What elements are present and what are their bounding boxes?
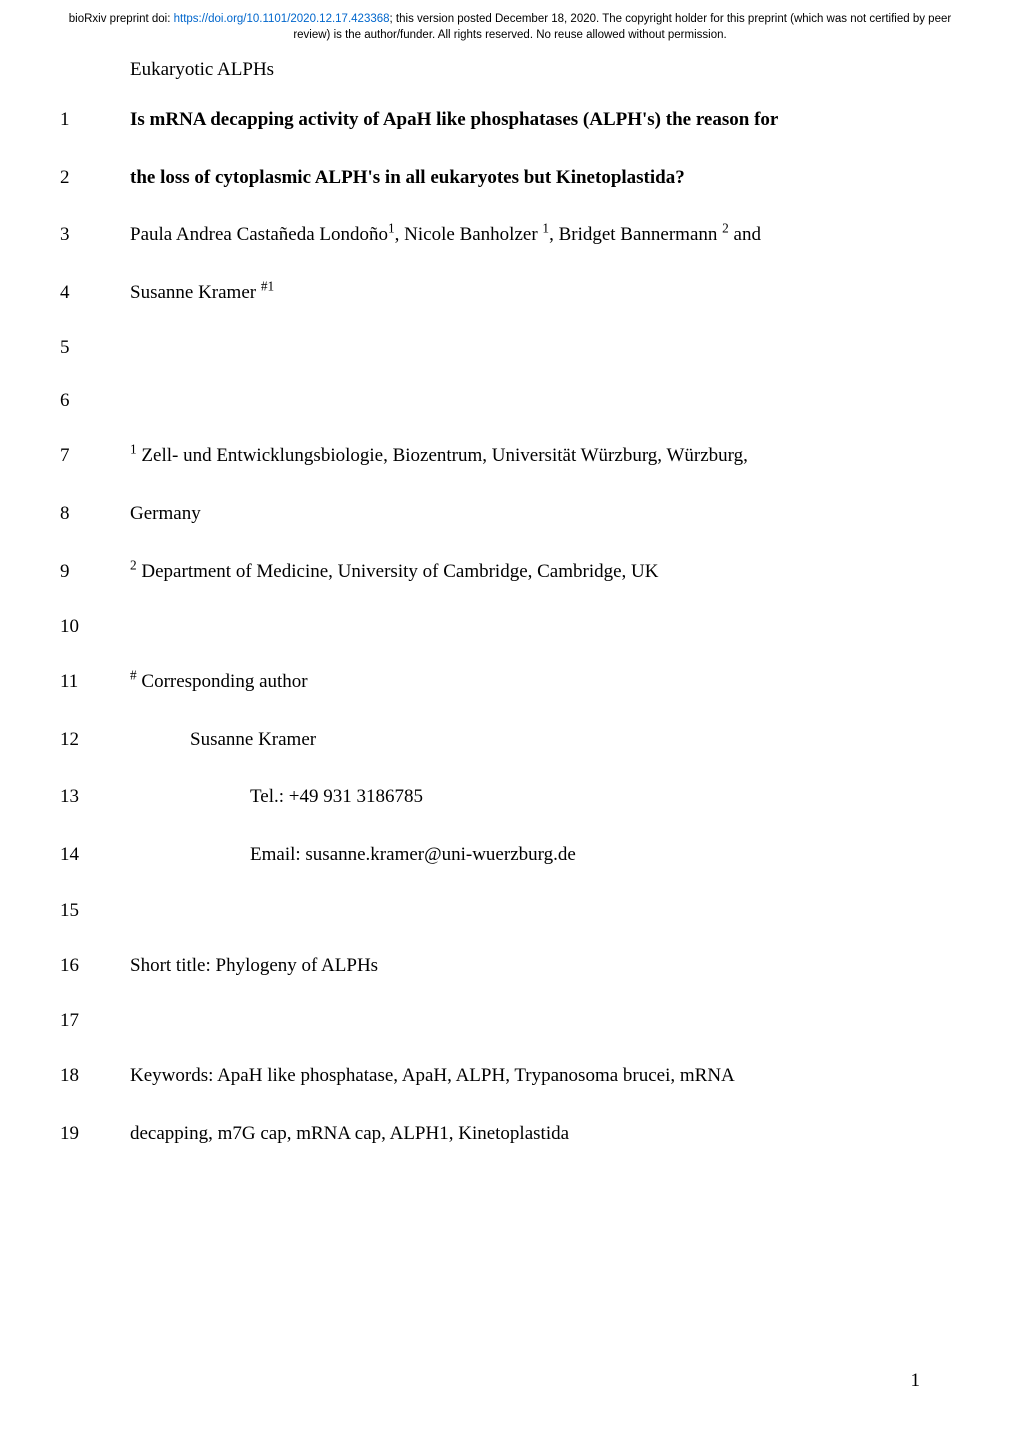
manuscript-line: 11# Corresponding author [60,669,920,696]
preprint-suffix: ; this version posted December 18, 2020.… [293,13,951,41]
line-number: 6 [60,390,130,412]
line-content: Keywords: ApaH like phosphatase, ApaH, A… [130,1063,920,1090]
line-content: 1 Zell- und Entwicklungsbiologie, Biozen… [130,443,920,470]
manuscript-line: 10 [60,616,920,638]
doi-link[interactable]: https://doi.org/10.1101/2020.12.17.42336… [174,13,390,25]
manuscript-line: 3Paula Andrea Castañeda Londoño1, Nicole… [60,222,920,249]
line-content: Paula Andrea Castañeda Londoño1, Nicole … [130,222,920,249]
line-number: 17 [60,1010,130,1032]
manuscript-line: 18Keywords: ApaH like phosphatase, ApaH,… [60,1063,920,1090]
line-content: Email: susanne.kramer@uni-wuerzburg.de [130,842,920,869]
line-content: Susanne Kramer [130,727,920,754]
manuscript-line: 4Susanne Kramer #1 [60,280,920,307]
line-number: 3 [60,224,130,246]
line-content: Germany [130,501,920,528]
line-content: Is mRNA decapping activity of ApaH like … [130,107,920,134]
preprint-notice: bioRxiv preprint doi: https://doi.org/10… [0,0,1020,51]
line-content: # Corresponding author [130,669,920,696]
line-number: 19 [60,1123,130,1145]
manuscript-line: 6 [60,390,920,412]
line-number: 18 [60,1065,130,1087]
line-content: Susanne Kramer #1 [130,280,920,307]
line-content: decapping, m7G cap, mRNA cap, ALPH1, Kin… [130,1121,920,1148]
line-number: 2 [60,167,130,189]
manuscript-line: 17 [60,1010,920,1032]
manuscript-body: 1Is mRNA decapping activity of ApaH like… [0,89,1020,1147]
manuscript-line: 19decapping, m7G cap, mRNA cap, ALPH1, K… [60,1121,920,1148]
line-number: 9 [60,561,130,583]
preprint-prefix: bioRxiv preprint doi: [69,13,174,25]
line-content: Tel.: +49 931 3186785 [130,784,920,811]
manuscript-line: 92 Department of Medicine, University of… [60,559,920,586]
line-number: 1 [60,109,130,131]
manuscript-line: 12Susanne Kramer [60,727,920,754]
line-number: 10 [60,616,130,638]
line-number: 8 [60,503,130,525]
manuscript-line: 15 [60,900,920,922]
line-number: 12 [60,729,130,751]
line-number: 13 [60,786,130,808]
line-number: 14 [60,844,130,866]
line-number: 5 [60,337,130,359]
manuscript-line: 16Short title: Phylogeny of ALPHs [60,953,920,980]
line-number: 7 [60,445,130,467]
line-number: 11 [60,671,130,693]
line-number: 4 [60,282,130,304]
running-head: Eukaryotic ALPHs [0,51,1020,89]
manuscript-line: 5 [60,337,920,359]
manuscript-line: 14Email: susanne.kramer@uni-wuerzburg.de [60,842,920,869]
manuscript-line: 8Germany [60,501,920,528]
line-content: 2 Department of Medicine, University of … [130,559,920,586]
line-content: the loss of cytoplasmic ALPH's in all eu… [130,165,920,192]
line-number: 15 [60,900,130,922]
line-number: 16 [60,955,130,977]
manuscript-line: 2the loss of cytoplasmic ALPH's in all e… [60,165,920,192]
line-content: Short title: Phylogeny of ALPHs [130,953,920,980]
manuscript-line: 13Tel.: +49 931 3186785 [60,784,920,811]
manuscript-line: 71 Zell- und Entwicklungsbiologie, Bioze… [60,443,920,470]
page-number: 1 [911,1370,921,1392]
manuscript-line: 1Is mRNA decapping activity of ApaH like… [60,107,920,134]
